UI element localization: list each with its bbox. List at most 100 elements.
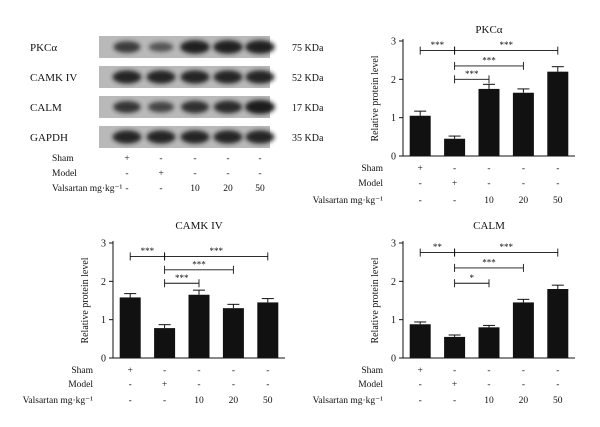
blot-label-pkc: PKCα <box>30 42 57 54</box>
blot-cond-label-valsartan-mg-kg: Valsartan mg·kg⁻¹ <box>52 184 123 194</box>
blot-band-camk-iv-5 <box>245 70 275 84</box>
condition-value: - <box>453 366 456 376</box>
y-tick-label: 2 <box>391 75 396 86</box>
condition-label-valsartan-mg-kg: Valsartan mg·kg⁻¹ <box>23 396 94 406</box>
blot-cond-value: - <box>159 154 162 164</box>
blot-mass-camk-iv: 52 KDa <box>292 73 324 84</box>
condition-value: 10 <box>194 396 204 406</box>
blot-band-gapdh-1 <box>112 130 142 144</box>
bar-valsartan-10 <box>478 88 500 156</box>
condition-label-sham: Sham <box>361 164 383 174</box>
condition-value: - <box>163 396 166 406</box>
y-tick-label: 3 <box>391 239 396 250</box>
condition-value: 10 <box>484 196 494 206</box>
condition-label-valsartan-mg-kg: Valsartan mg·kg⁻¹ <box>313 196 384 206</box>
condition-value: - <box>419 380 422 390</box>
blot-band-camk-iv-1 <box>112 70 142 84</box>
bar-model <box>444 138 466 156</box>
blot-band-pkc-4 <box>213 40 243 54</box>
significance-label: *** <box>482 257 496 267</box>
blot-band-calm-2 <box>148 101 174 113</box>
bar-valsartan-50 <box>257 302 279 358</box>
blot-band-pkc-1 <box>113 41 141 53</box>
significance-label: *** <box>141 246 155 256</box>
significance-label: *** <box>482 55 496 65</box>
condition-value: - <box>232 380 235 390</box>
blot-cond-value: - <box>226 169 229 179</box>
bar-valsartan-20 <box>512 302 534 358</box>
bar-valsartan-20 <box>512 92 534 156</box>
condition-value: - <box>266 366 269 376</box>
blot-cond-value: - <box>125 184 128 194</box>
y-tick-label: 2 <box>391 277 396 288</box>
blot-mass-gapdh: 35 KDa <box>292 133 324 144</box>
condition-value: - <box>419 196 422 206</box>
condition-value: - <box>197 366 200 376</box>
bar-sham <box>409 115 431 156</box>
blot-cond-value: + <box>158 169 163 179</box>
y-tick-label: 0 <box>391 354 396 365</box>
y-tick-label: 3 <box>391 37 396 48</box>
blot-band-calm-5 <box>245 100 275 114</box>
blot-cond-value: 50 <box>255 184 265 194</box>
blot-cond-value: + <box>124 154 129 164</box>
blot-label-gapdh: GAPDH <box>30 132 68 144</box>
condition-value: 20 <box>229 396 239 406</box>
condition-value: - <box>522 366 525 376</box>
y-tick-label: 3 <box>101 239 106 250</box>
blot-cond-value: - <box>258 154 261 164</box>
condition-value: - <box>129 396 132 406</box>
condition-value: - <box>487 179 490 189</box>
blot-band-camk-iv-3 <box>180 70 210 84</box>
blot-cond-value: - <box>258 169 261 179</box>
y-axis-label: Relative protein level <box>80 257 91 343</box>
condition-value: + <box>162 380 167 390</box>
condition-value: - <box>419 396 422 406</box>
significance-label: *** <box>192 259 206 269</box>
significance-label: *** <box>499 40 513 50</box>
condition-value: - <box>453 196 456 206</box>
significance-label: *** <box>499 242 513 252</box>
blot-cond-value: - <box>193 154 196 164</box>
condition-value: 20 <box>519 196 529 206</box>
y-tick-label: 1 <box>101 315 106 326</box>
bar-valsartan-10 <box>478 327 500 358</box>
blot-band-pkc-3 <box>180 40 210 54</box>
condition-value: - <box>453 396 456 406</box>
chart-title: PKCα <box>475 24 502 36</box>
blot-band-camk-iv-2 <box>146 70 176 84</box>
condition-value: 10 <box>484 396 494 406</box>
blot-mass-calm: 17 KDa <box>292 103 324 114</box>
significance-label: ** <box>433 242 443 252</box>
blot-band-pkc-2 <box>148 42 174 52</box>
y-tick-label: 0 <box>391 152 396 163</box>
blot-band-pkc-5 <box>245 40 275 54</box>
condition-value: 50 <box>263 396 273 406</box>
condition-value: 20 <box>519 396 529 406</box>
blot-cond-value: - <box>226 154 229 164</box>
western-blot-panel: PKCα 75 KDa CAMK IV 52 KDa CALM 17 KDa GAPDH 35… <box>30 36 324 194</box>
condition-value: - <box>522 164 525 174</box>
condition-value: - <box>556 380 559 390</box>
significance-label: *** <box>431 40 445 50</box>
blot-band-gapdh-2 <box>146 130 176 144</box>
condition-value: - <box>232 366 235 376</box>
blot-label-calm: CALM <box>30 102 62 114</box>
condition-value: + <box>418 366 423 376</box>
y-tick-label: 2 <box>101 277 106 288</box>
y-tick-label: 1 <box>391 315 396 326</box>
bar-sham <box>409 324 431 358</box>
blot-band-camk-iv-4 <box>213 70 243 84</box>
blot-band-gapdh-3 <box>180 130 210 144</box>
condition-value: 50 <box>553 396 563 406</box>
bar-model <box>444 336 466 358</box>
condition-value: - <box>487 164 490 174</box>
y-axis-label: Relative protein level <box>370 257 381 343</box>
condition-value: - <box>556 164 559 174</box>
bar-valsartan-50 <box>547 289 569 358</box>
blot-band-calm-1 <box>113 101 141 113</box>
